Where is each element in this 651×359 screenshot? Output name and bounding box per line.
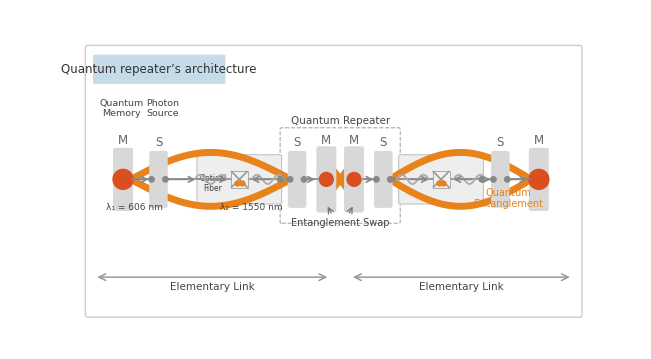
Text: Elementary Link: Elementary Link bbox=[170, 282, 255, 292]
Bar bbox=[432, 171, 450, 188]
Text: Entanglement Swap: Entanglement Swap bbox=[291, 218, 389, 228]
Text: Optical
Fiber: Optical Fiber bbox=[199, 173, 227, 193]
FancyBboxPatch shape bbox=[85, 45, 582, 317]
FancyBboxPatch shape bbox=[398, 155, 484, 204]
Circle shape bbox=[301, 177, 307, 182]
Text: Quantum
Entanglement: Quantum Entanglement bbox=[473, 188, 542, 209]
Circle shape bbox=[387, 177, 393, 182]
FancyBboxPatch shape bbox=[491, 151, 510, 208]
FancyBboxPatch shape bbox=[374, 151, 393, 208]
Circle shape bbox=[320, 172, 333, 186]
FancyBboxPatch shape bbox=[344, 146, 364, 213]
Text: S: S bbox=[155, 136, 162, 149]
FancyBboxPatch shape bbox=[113, 148, 133, 211]
Text: Quantum repeater’s architecture: Quantum repeater’s architecture bbox=[61, 63, 257, 76]
FancyBboxPatch shape bbox=[288, 151, 307, 208]
Bar bbox=[231, 171, 248, 188]
Circle shape bbox=[374, 177, 379, 182]
Text: Quantum
Memory: Quantum Memory bbox=[100, 99, 144, 118]
Circle shape bbox=[479, 177, 484, 182]
FancyBboxPatch shape bbox=[529, 148, 549, 211]
Text: S: S bbox=[294, 136, 301, 149]
Circle shape bbox=[113, 169, 133, 190]
Text: M: M bbox=[349, 134, 359, 146]
Text: λ₂ = 1550 nm: λ₂ = 1550 nm bbox=[219, 203, 282, 213]
Text: M: M bbox=[534, 134, 544, 146]
FancyBboxPatch shape bbox=[197, 155, 282, 204]
FancyBboxPatch shape bbox=[93, 55, 225, 84]
Circle shape bbox=[491, 177, 496, 182]
Text: λ₁ = 606 nm: λ₁ = 606 nm bbox=[106, 203, 163, 213]
Circle shape bbox=[529, 169, 549, 190]
Circle shape bbox=[288, 177, 293, 182]
Text: Quantum Repeater: Quantum Repeater bbox=[290, 116, 390, 126]
Circle shape bbox=[505, 177, 510, 182]
Text: M: M bbox=[118, 134, 128, 146]
Text: S: S bbox=[380, 136, 387, 149]
Text: M: M bbox=[321, 134, 331, 146]
Circle shape bbox=[163, 177, 168, 182]
Text: S: S bbox=[497, 136, 504, 149]
FancyBboxPatch shape bbox=[149, 151, 168, 208]
Circle shape bbox=[347, 172, 361, 186]
Text: Photon
Source: Photon Source bbox=[146, 99, 179, 118]
FancyBboxPatch shape bbox=[316, 146, 337, 213]
Circle shape bbox=[277, 177, 283, 182]
Circle shape bbox=[149, 177, 154, 182]
Text: Elementary Link: Elementary Link bbox=[419, 282, 504, 292]
